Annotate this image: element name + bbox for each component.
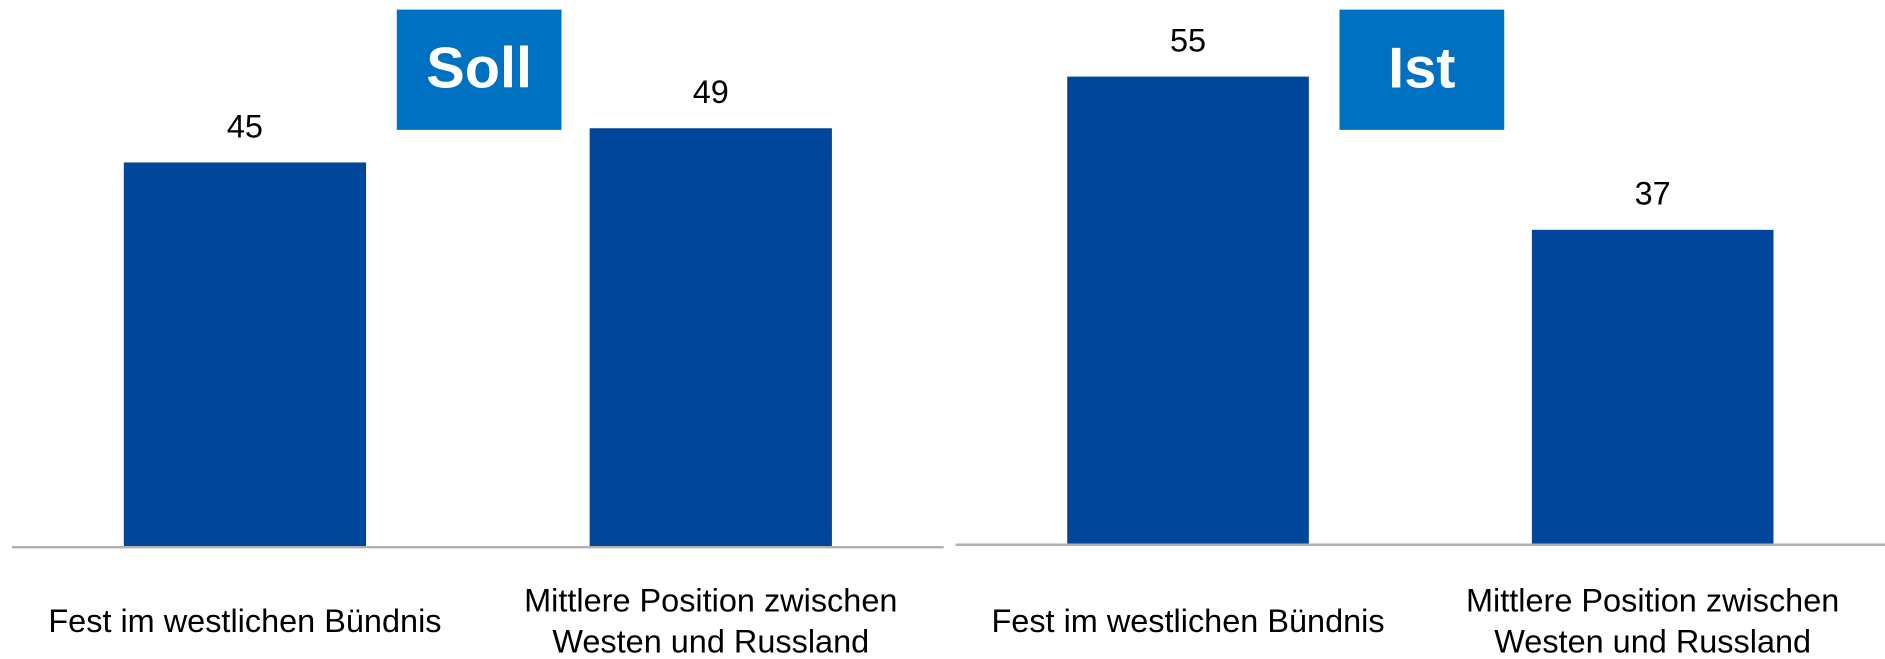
- chart-title: Soll: [426, 36, 532, 100]
- bar: [589, 128, 832, 548]
- value-label: 45: [227, 108, 263, 144]
- value-label: 37: [1635, 176, 1671, 212]
- title-box: [396, 9, 562, 130]
- value-label: 49: [693, 74, 729, 110]
- bar: [1067, 76, 1309, 545]
- x-tick-label: Fest im westlichen Bündnis: [48, 602, 441, 638]
- x-tick-label: Fest im westlichen Bündnis: [991, 602, 1384, 638]
- label-line: Mittlere Position zwischen: [524, 582, 897, 618]
- x-tick-label: Mittlere Position zwischen Westen und Rus…: [1466, 582, 1839, 659]
- label-line: Westen und Russland: [552, 623, 869, 659]
- label-line: Mittlere Position zwischen: [1466, 582, 1839, 618]
- bar: [1531, 229, 1774, 545]
- label-line: Westen und Russland: [1494, 623, 1811, 659]
- x-tick-label: Mittlere Position zwischen Westen und Rus…: [524, 582, 897, 659]
- label-line: Fest im westlichen Bündnis: [991, 602, 1384, 638]
- bar: [123, 162, 367, 548]
- value-label: 55: [1170, 23, 1206, 59]
- title-box: [1339, 9, 1505, 130]
- chart-title: Ist: [1388, 36, 1455, 100]
- label-line: Fest im westlichen Bündnis: [48, 602, 441, 638]
